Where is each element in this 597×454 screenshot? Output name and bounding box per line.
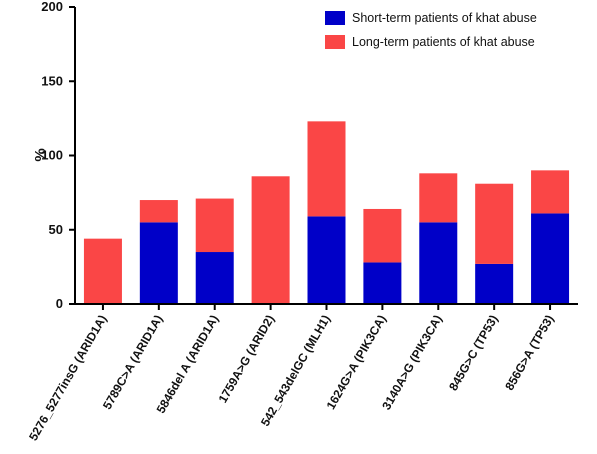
bar-segment	[531, 170, 570, 214]
x-tick-label: 845G>C (TP53)	[446, 312, 501, 393]
x-tick-label: 5846del A (ARID1A)	[154, 312, 222, 415]
bar-segment	[531, 213, 570, 304]
bar-segment	[363, 208, 402, 263]
bar-segment	[419, 173, 458, 223]
bar-segment	[195, 252, 234, 304]
bar-segment	[251, 176, 290, 304]
bar-segment	[475, 263, 514, 304]
y-tick-label: 0	[56, 296, 63, 311]
bar-segment	[195, 198, 234, 253]
bar-segment	[307, 216, 346, 304]
bar-segment	[83, 238, 122, 304]
x-tick-label: 1759A>G (ARID2)	[216, 313, 278, 406]
bar-segment	[139, 222, 178, 304]
x-tick-label: 856G>A (TP53)	[502, 312, 556, 392]
x-tick-label: 5276_5277insG (ARID1A)	[26, 312, 109, 443]
legend-swatch	[325, 35, 345, 49]
y-tick-label: 150	[41, 73, 63, 88]
bar-segment	[307, 121, 346, 217]
x-tick-label: 5789C>A (ARID1A)	[100, 313, 165, 412]
bar-segment	[475, 183, 514, 264]
legend-label: Short-term patients of khat abuse	[352, 11, 537, 25]
bar-segment	[419, 222, 458, 304]
legend-swatch	[325, 11, 345, 25]
x-tick-label: 3140A>G (PIK3CA)	[379, 313, 445, 413]
y-tick-label: 50	[49, 222, 63, 237]
bar-segment	[363, 262, 402, 304]
y-tick-label: 200	[41, 0, 63, 14]
x-tick-label: 1624G>A (PIK3CA)	[324, 312, 389, 411]
legend-label: Long-term patients of khat abuse	[352, 35, 535, 49]
y-axis-label: %	[32, 148, 49, 161]
y-tick-label: 100	[41, 148, 63, 163]
bar-segment	[139, 200, 178, 223]
